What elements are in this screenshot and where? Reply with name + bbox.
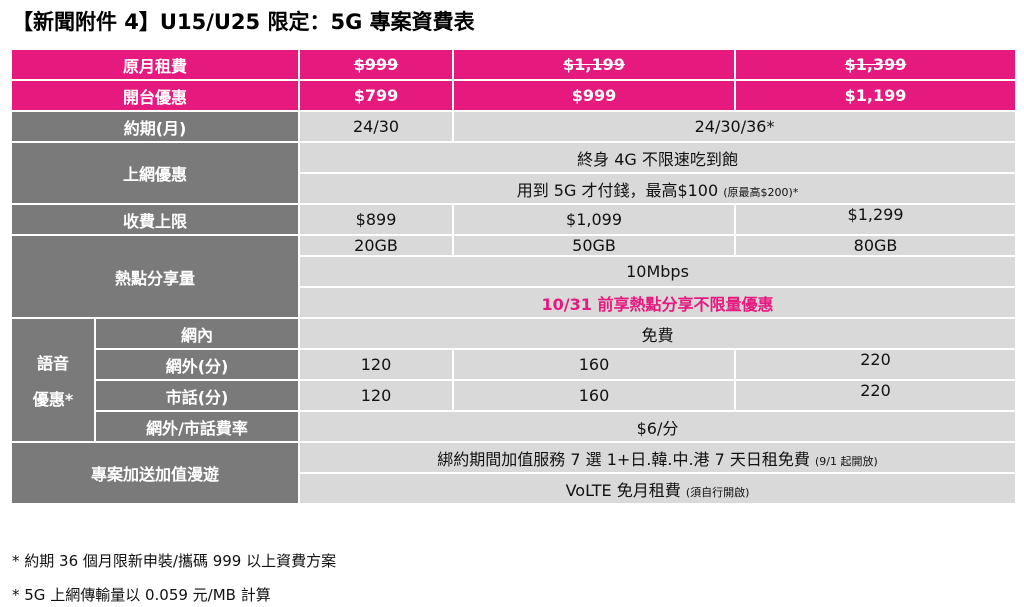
data-5g-pay: 用到 5G 才付錢，最高$100 (原最高$200)* [298,172,1018,205]
landline-plan1: 120 [298,379,455,412]
data-5g-main: 用到 5G 才付錢，最高$100 [516,180,719,200]
contract-label: 約期(月) [9,110,301,143]
footnote-contract: * 約期 36 個月限新申裝/攜碼 999 以上資費方案 [12,552,337,570]
hotspot-plan1: 20GB [298,234,455,257]
data-5g-note: (原最高$200)* [723,185,799,199]
row-hotspot-promo: 10/31 前享熱點分享不限量優惠 [11,286,1018,319]
row-data-line2: 用到 5G 才付錢，最高$100 (原最高$200)* [11,172,1018,205]
landline-label: 市話(分) [93,379,301,412]
launch-offer-799: $799 [298,79,455,112]
row-voice-onnet: 語音 優惠* 網內 免費 [10,317,1018,443]
row-launch-offer: 開台優惠 $799 $999 $1,199 [9,79,1018,112]
voice-group-label: 語音 優惠* [10,317,96,443]
offnet-plan1: 120 [298,348,455,381]
original-fee-999: $999 [298,48,455,81]
data-unlimited-4g: 終身 4G 不限速吃到飽 [298,141,1018,174]
original-fee-1199: $1,199 [452,48,737,81]
data-offer-label: 上網優惠 [9,141,301,205]
hotspot-plan2: 50GB [452,234,737,257]
row-addon-line2: VoLTE 免月租費 (須自行開啟) [11,472,1018,505]
launch-offer-999: $999 [452,79,737,112]
launch-offer-1199: $1,199 [734,79,1018,112]
addon-volte-note: (須自行開啟) [685,485,750,499]
hotspot-plan3: 80GB [734,234,1018,257]
row-voice-offnet: 網外(分) 120 160 220 [11,348,1018,381]
hotspot-promo: 10/31 前享熱點分享不限量優惠 [298,286,1018,319]
rate-label: 網外/市話費率 [93,410,301,443]
footnote-5g-rate: * 5G 上網傳輸量以 0.059 元/MB 計算 [12,586,271,604]
landline-plan2: 160 [452,379,737,412]
row-original-fee: 原月租費 $999 $1,199 $1,399 [9,48,1018,81]
original-fee-1399: $1,399 [734,48,1018,81]
original-fee-label: 原月租費 [9,48,301,81]
cap-plan2: $1,099 [452,203,737,236]
voice-group-line1: 語音 [36,354,69,373]
hotspot-label: 熱點分享量 [9,234,301,319]
offnet-plan2: 160 [452,348,737,381]
launch-offer-label: 開台優惠 [9,79,301,112]
row-cap: 收費上限 $899 $1,099 $1,299 [9,203,1018,236]
offnet-label: 網外(分) [93,348,301,381]
page-title: 【新聞附件 4】U15/U25 限定：5G 專案資費表 [12,10,475,34]
landline-plan3: 220 [734,379,1018,412]
row-data-line1: 上網優惠 終身 4G 不限速吃到飽 [9,141,1018,205]
row-addon-line1: 專案加送加值漫遊 綁約期間加值服務 7 選 1+日.韓.中.港 7 天日租免費 … [9,441,1018,505]
onnet-label: 網內 [93,317,301,350]
rate-value: $6/分 [298,410,1018,443]
addon-roaming: 綁約期間加值服務 7 選 1+日.韓.中.港 7 天日租免費 (9/1 起開放) [298,441,1018,474]
offnet-plan3: 220 [734,348,1018,381]
addon-label: 專案加送加值漫遊 [9,441,301,505]
addon-roaming-main: 綁約期間加值服務 7 選 1+日.韓.中.港 7 天日租免費 [437,449,810,469]
cap-label: 收費上限 [9,203,301,236]
cap-plan3: $1,299 [734,203,1018,236]
hotspot-speed: 10Mbps [298,255,1018,288]
row-voice-landline: 市話(分) 120 160 220 [11,379,1018,412]
row-hotspot-speed: 10Mbps [11,255,1018,288]
row-hotspot-volume: 熱點分享量 20GB 50GB 80GB [9,234,1018,319]
contract-plan1: 24/30 [298,110,455,143]
addon-volte: VoLTE 免月租費 (須自行開啟) [298,472,1018,505]
voice-group-line2: 優惠* [32,390,74,409]
row-voice-rate: 網外/市話費率 $6/分 [11,410,1018,443]
cap-plan1: $899 [298,203,455,236]
row-contract: 約期(月) 24/30 24/30/36* [9,110,1018,143]
onnet-value: 免費 [298,317,1018,350]
addon-roaming-note: (9/1 起開放) [814,454,878,468]
contract-plan23: 24/30/36* [452,110,1018,143]
addon-volte-main: VoLTE 免月租費 [565,480,681,500]
plan-table: 原月租費 $999 $1,199 $1,399 開台優惠 $799 $999 $… [9,48,1018,505]
